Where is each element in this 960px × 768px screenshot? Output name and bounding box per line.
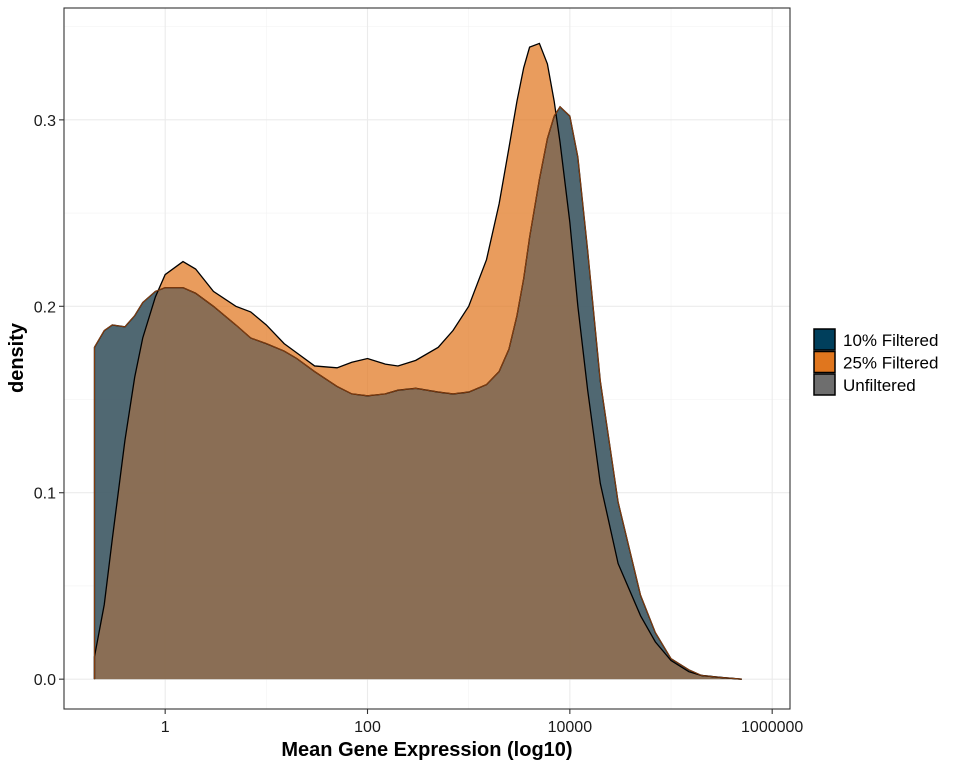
x-tick-label: 100 [354, 719, 381, 736]
legend-label: Unfiltered [843, 376, 916, 395]
x-tick-label: 1 [161, 719, 170, 736]
x-tick-label: 1000000 [741, 719, 803, 736]
density-outline-unfiltered [93, 106, 742, 680]
density-outline-25-filtered [93, 42, 742, 680]
legend-label: 10% Filtered [843, 331, 938, 350]
legend-swatch [813, 328, 836, 351]
y-axis-title: density [6, 322, 28, 393]
density-area-unfiltered [94, 106, 742, 680]
y-tick-label: 0.3 [34, 113, 56, 130]
x-axis: 1 100 10000 1000000 [161, 709, 803, 736]
y-tick-label: 0.0 [34, 672, 56, 689]
legend-label: 25% Filtered [843, 354, 938, 373]
legend-swatch [813, 350, 836, 374]
plot-border [63, 7, 791, 710]
y-tick-label: 0.1 [34, 486, 56, 503]
legend-swatch [813, 373, 836, 396]
density-areas [93, 42, 742, 680]
legend: 10% Filtered 25% Filtered Unfiltered [813, 328, 938, 396]
y-axis: 0.0 0.1 0.2 0.3 [34, 113, 64, 689]
x-axis-title: Mean Gene Expression (log10) [281, 739, 572, 761]
y-tick-label: 0.2 [34, 299, 56, 316]
x-tick-label: 10000 [548, 719, 593, 736]
